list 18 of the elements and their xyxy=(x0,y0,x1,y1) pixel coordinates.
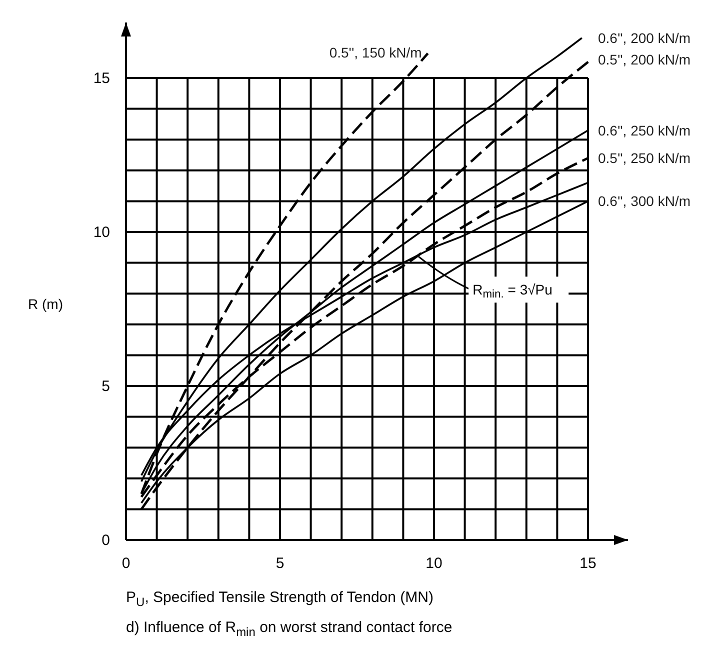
series-label: 0.6'', 300 kN/m xyxy=(598,193,690,210)
text: d) Influence of R$_{min}$ on worst strand contact force xyxy=(126,619,452,639)
y-tick-label: 10 xyxy=(93,224,110,241)
x-tick-label: 10 xyxy=(426,555,442,572)
y-tick-label: 0 xyxy=(102,532,110,549)
x-axis-title: P$_{U}$, Specified Tensile Strength of Tendon (MN) xyxy=(126,589,434,609)
y-tick-label: 5 xyxy=(102,378,110,395)
x-tick-label: 0 xyxy=(122,555,130,572)
x-tick-label: 15 xyxy=(580,555,596,572)
x-tick-label: 5 xyxy=(276,555,284,572)
series-label: 0.5'', 200 kN/m xyxy=(598,52,690,68)
annotation: R$_{min.}$ = 3√Pu xyxy=(472,282,552,301)
y-tick-label: 15 xyxy=(93,70,110,87)
series-label: 0.5'', 150 kN/m xyxy=(329,44,422,60)
y-axis-title: R (m) xyxy=(28,296,63,312)
series-label: 0.5'', 250 kN/m xyxy=(598,150,690,166)
series-label: 0.6'', 200 kN/m xyxy=(598,30,690,46)
series-label: 0.6'', 250 kN/m xyxy=(598,122,690,138)
